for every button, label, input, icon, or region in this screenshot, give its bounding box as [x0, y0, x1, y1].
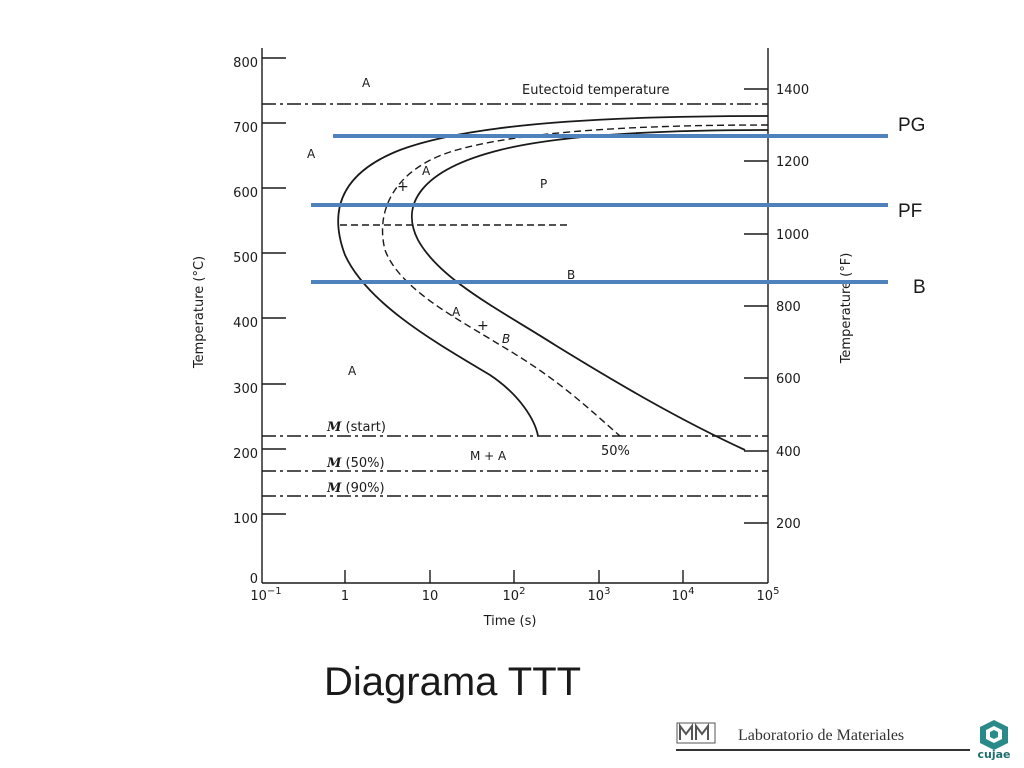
right-tick-label: 1400	[776, 83, 809, 98]
x-tick-marks	[344, 570, 684, 583]
slide-title: Diagrama TTT	[324, 660, 582, 704]
right-tick-label: 1000	[776, 228, 809, 243]
region-m-plus-a: M + A	[470, 449, 507, 463]
right-tick-label: 600	[776, 372, 801, 387]
right-tick-label: 400	[776, 445, 801, 460]
cujae-label: cujae	[977, 748, 1011, 761]
right-tick-label: 1200	[776, 155, 809, 170]
left-tick-label: 300	[233, 382, 258, 397]
start-curve	[337, 115, 769, 437]
left-tick-marks	[262, 57, 286, 515]
finish-curve	[410, 129, 769, 451]
right-tick-label: 800	[776, 300, 801, 315]
lab-name: Laboratorio de Materiales	[738, 727, 905, 744]
x-axis-label: Time (s)	[483, 614, 537, 629]
region-b-mid-lower: B	[502, 332, 510, 346]
left-tick-label: 0	[250, 572, 258, 587]
region-a-mid-lower: A	[452, 305, 461, 319]
right-tick-label: 200	[776, 517, 801, 532]
region-p: P	[540, 177, 547, 191]
left-tick-label: 600	[233, 186, 258, 201]
right-tick-marks	[744, 88, 768, 524]
right-tick-labels: 1400 1200 1000 800 600 400 200	[776, 83, 809, 532]
lab-divider	[676, 749, 970, 751]
left-tick-label: 400	[233, 316, 258, 331]
region-a-top: A	[362, 76, 371, 90]
x-tick-label: 104	[672, 586, 695, 604]
left-tick-labels: 800 700 600 500 400 300 200 100 0	[233, 56, 258, 587]
x-tick-label: 1	[341, 589, 349, 604]
lab-logo-icon	[676, 722, 716, 744]
x-tick-label: 103	[588, 586, 611, 604]
region-a-left: A	[307, 147, 316, 161]
right-axis-label: Temperature (°F)	[839, 253, 854, 365]
cujae-logo-icon	[980, 720, 1008, 750]
m-start-label: M (start)	[326, 420, 386, 435]
m-50-label: M (50%)	[326, 456, 385, 471]
region-b: B	[567, 268, 575, 282]
pg-marker-label: PG	[898, 115, 925, 136]
left-tick-label: 500	[233, 251, 258, 266]
region-a-lower: A	[348, 364, 357, 378]
left-tick-label: 100	[233, 512, 258, 527]
eutectoid-label: Eutectoid temperature	[522, 83, 669, 98]
left-tick-label: 800	[233, 56, 258, 71]
plus-lower: +	[477, 318, 489, 334]
x-tick-label: 10	[422, 589, 439, 604]
region-labels: A A A + P B A + B A M + A	[307, 76, 575, 463]
left-tick-label: 700	[233, 121, 258, 136]
x-tick-label: 10−1	[250, 586, 281, 604]
left-axis-label: Temperature (°C)	[192, 256, 207, 369]
x-tick-label: 105	[757, 586, 780, 604]
x-tick-labels: 10−1 1 10 102 103 104 105	[250, 586, 779, 604]
marker-labels: PG PF B	[898, 115, 926, 298]
line-labels: Eutectoid temperature M (start) M (50%) …	[326, 83, 669, 496]
fifty-percent-curve	[381, 124, 769, 437]
left-tick-label: 200	[233, 447, 258, 462]
pf-marker-label: PF	[898, 201, 922, 222]
plus-upper: +	[397, 179, 409, 195]
b-marker-label: B	[913, 277, 926, 298]
region-a-mid-upper: A	[422, 164, 431, 178]
fifty-percent-label: 50%	[601, 444, 630, 459]
x-tick-label: 102	[503, 586, 526, 604]
m-90-label: M (90%)	[326, 481, 385, 496]
